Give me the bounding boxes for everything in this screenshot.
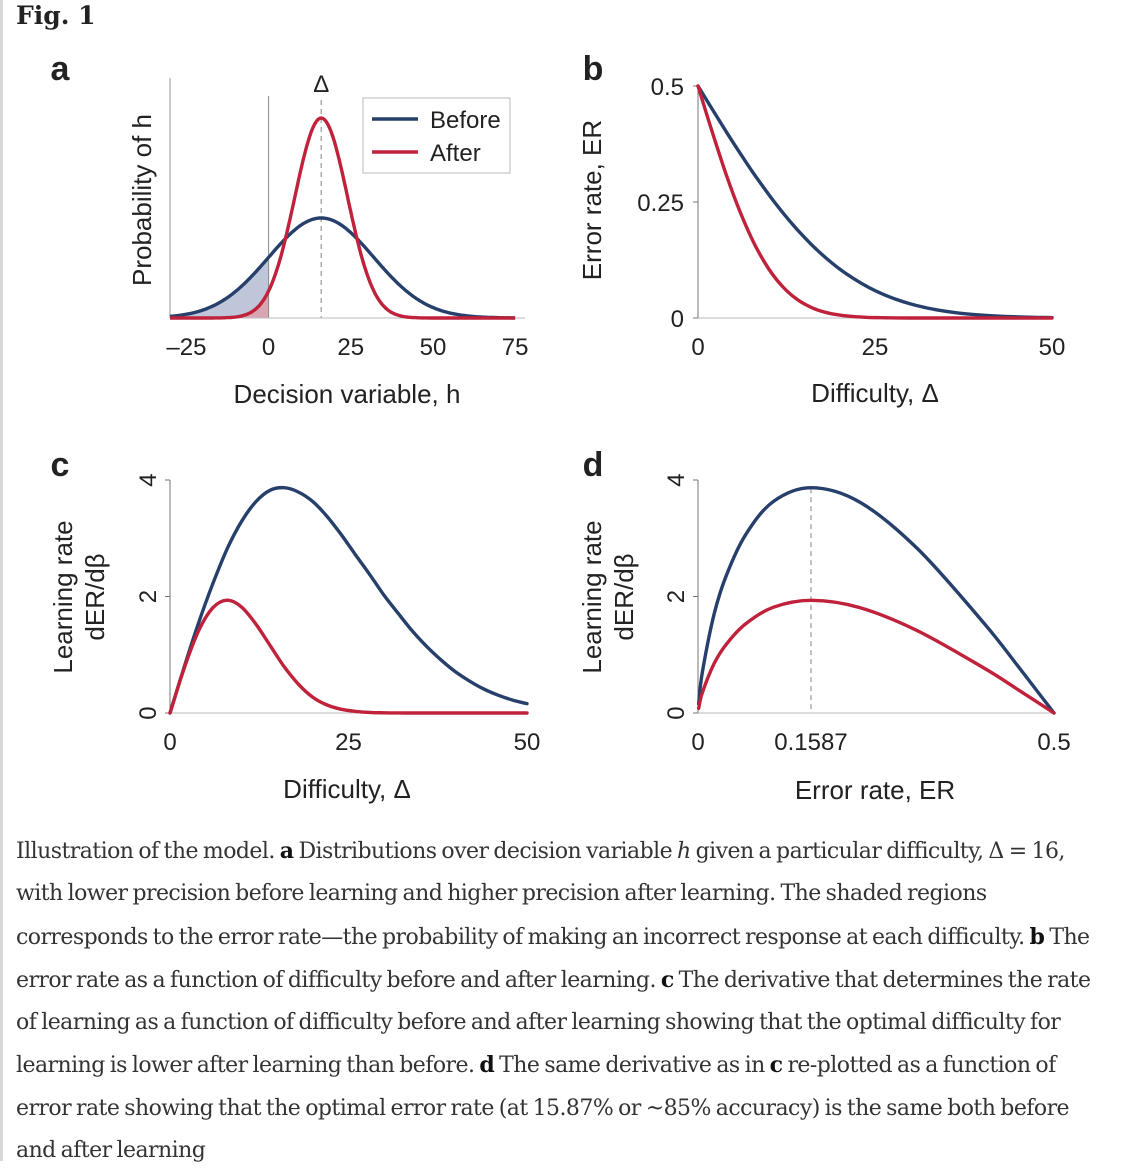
panel-d-curve-before [696,486,1056,715]
panel-c-ytick-0: 0 [135,706,162,719]
caption-label-b: b [1029,923,1045,950]
panel-d-y-label-0: Learning rate [577,520,607,673]
figure-caption: Illustration of the model. a Distributio… [16,830,1111,1172]
panel-b-xtick-0: 0 [691,334,704,361]
caption-text-a1: Distributions over decision variable [293,839,678,864]
panel-a-delta-label: Δ [313,71,329,98]
panel-d-y-label-1: dER/dβ [609,553,639,640]
panel-c-ytick-1: 2 [135,590,162,603]
panel-c-y-label-0: Learning rate [48,520,78,673]
caption-text-c: The derivative that determines the rate … [16,967,1091,1079]
panel-d-ytick-1: 2 [663,590,690,603]
panel-c-curve-before [168,485,529,715]
panel-a-shaded-after [170,290,269,318]
panel-a-xtick-3: 50 [420,334,447,361]
panel-a-curve-before [169,216,516,320]
panel-a-xtick-0: –25 [166,334,206,361]
panel-b-xtick-1: 25 [862,334,889,361]
legend-box [362,97,511,174]
panel-c-x-label: Difficulty, Δ [283,774,411,804]
panel-b-x-label: Difficulty, Δ [811,378,939,408]
panel-a-y-label: Probability of h [127,114,157,286]
panel-letter-a: a [51,50,71,88]
caption-text-d1: The same derivative as in [494,1053,770,1079]
panel-a-x-label: Decision variable, h [234,379,461,409]
panel-b-ytick-1: 0.25 [637,190,684,217]
panel-letter-c: c [51,446,70,484]
panel-b-ytick-2: 0.5 [651,74,684,101]
caption-label-a: a [279,838,294,864]
caption-intro: Illustration of the model. [16,839,275,864]
caption-ref-c: c [769,1052,783,1079]
panel-b-curve-before [696,84,1054,320]
panel-a-xtick-4: 75 [502,334,529,361]
panel-b-y-label-0: Error rate, ER [577,120,607,280]
panel-a-xtick-1: 0 [262,334,275,361]
panel-b-curve-after [696,84,1054,320]
left-border [0,0,3,1161]
panel-d-xtick-1: 0.1587 [774,729,847,756]
panel-b-ytick-0: 0 [671,306,684,333]
caption-label-d: d [479,1052,495,1079]
caption-variable-h: h [677,839,691,864]
panel-c-xtick-0: 0 [163,729,176,756]
caption-label-c: c [660,966,674,993]
panel-a-curve-after [169,116,516,320]
panel-d-x-label: Error rate, ER [795,775,955,805]
panel-d-ytick-2: 4 [663,473,690,486]
panel-letter-b: b [583,50,604,88]
panel-d-xtick-0: 0 [691,729,704,756]
panel-c-y-label-1: dER/dβ [80,553,110,640]
legend-label-after: After [430,140,481,167]
panel-d-xtick-2: 0.5 [1037,729,1070,756]
panel-d-ytick-0: 0 [663,706,690,719]
caption-text-d2: re-plotted as a function of error rate s… [16,1053,1070,1164]
panel-b-xtick-2: 50 [1039,334,1066,361]
panel-c-ytick-2: 4 [135,473,162,486]
panel-a-shaded-before [170,257,269,318]
panel-c-xtick-1: 25 [335,729,362,756]
caption-text-b: The error rate as a function of difficul… [16,924,1090,993]
panel-c-curve-after [168,598,529,715]
panel-letter-d: d [583,446,604,484]
panel-d-curve-after [696,598,1056,715]
panel-c-xtick-2: 50 [514,729,541,756]
panel-a-xtick-2: 25 [337,334,364,361]
legend-label-before: Before [430,107,501,134]
figure-title: Fig. 1 [16,1,96,30]
figure-panels: a b c d Δ –25 0 25 50 75 Decision variable, h Proba… [48,50,1071,805]
caption-text-a2: given a particular difficulty, Δ = 16, w… [16,839,1065,950]
